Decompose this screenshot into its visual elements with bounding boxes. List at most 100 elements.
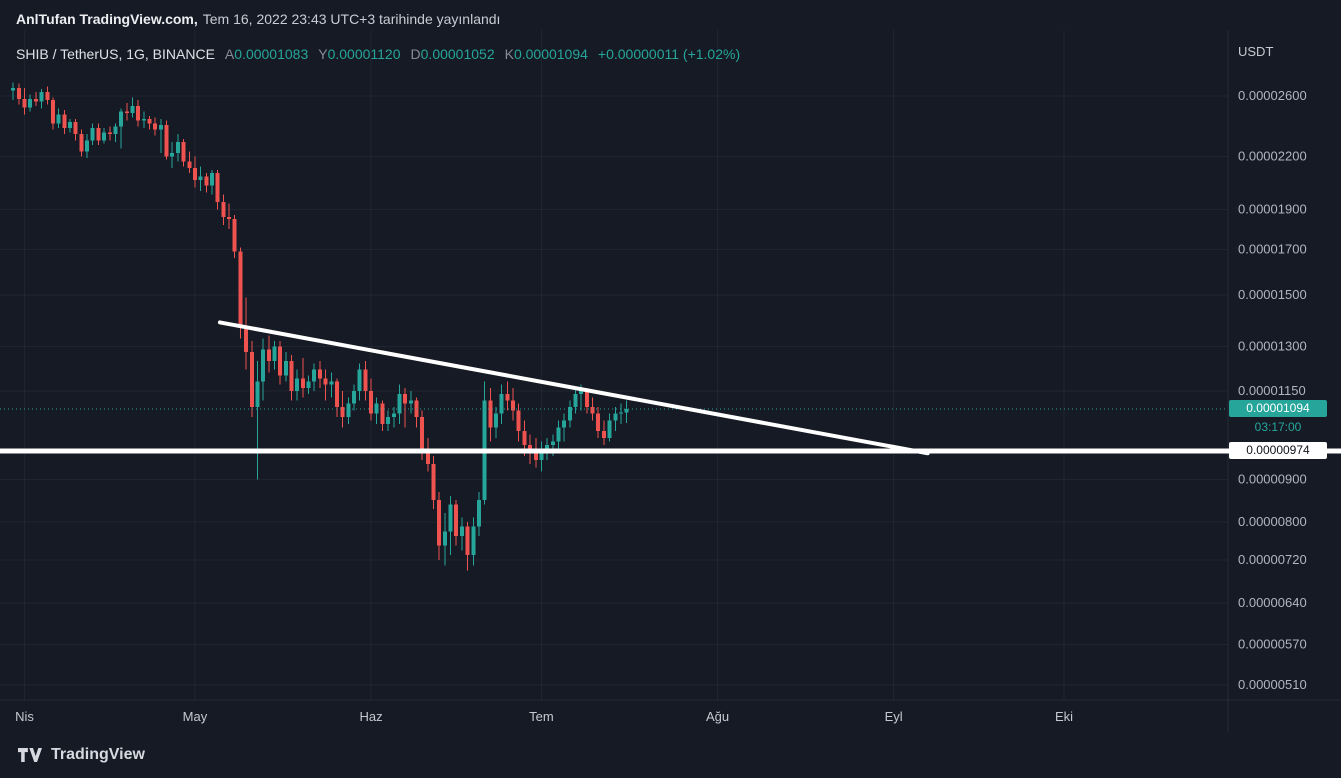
candle-body [317, 369, 322, 379]
candle-body [567, 407, 572, 421]
candle-body [215, 173, 220, 202]
candle-body [334, 381, 339, 408]
candle-body [539, 448, 544, 461]
high-value: 0.00001120 [327, 46, 401, 62]
candle-body [33, 98, 38, 102]
candle-body [431, 463, 436, 501]
candle-body [300, 378, 305, 388]
candle-body [306, 381, 311, 388]
candle-body [295, 378, 300, 391]
candle-body [283, 360, 288, 376]
candle-body [73, 121, 78, 135]
candle-body [516, 410, 521, 431]
candle-body [465, 526, 470, 556]
close-value: 0.00001094 [513, 46, 588, 62]
candle-body [346, 403, 351, 418]
candle-body [198, 176, 203, 181]
price-tick-label: 0.00001300 [1238, 339, 1307, 354]
publish-bar: AnlTufan TradingView.com, Tem 16, 2022 23… [16, 11, 500, 28]
candle-body [124, 111, 129, 114]
candle-body [471, 526, 476, 556]
price-tick-label: 0.00000720 [1238, 552, 1307, 567]
candle-body [556, 427, 561, 442]
candle-body [56, 114, 61, 124]
candle-body [601, 430, 606, 438]
candle-body [624, 408, 629, 413]
candle-body [16, 87, 21, 99]
candle-body [68, 121, 72, 128]
candle-body [266, 349, 271, 361]
candle-body [249, 352, 254, 408]
time-axis-label: Eki [1054, 709, 1074, 724]
candle-body [90, 127, 95, 141]
legend-change: +0.00000011 (+1.02%) [597, 46, 741, 62]
footer-bar: TradingView [0, 732, 1341, 778]
candle-body [437, 500, 442, 546]
price-tick-label: 0.00001150 [1238, 383, 1306, 398]
time-axis[interactable]: Nis May Haz Tem Ağu Eyl Eki [0, 704, 1341, 732]
candle-body [488, 400, 493, 428]
candle-body [50, 100, 55, 124]
legend-open: A0.00001083 [225, 46, 308, 63]
candle-body [590, 407, 595, 414]
candle-body [164, 124, 169, 157]
price-tick-label: 0.00000570 [1238, 637, 1307, 652]
candle-body [442, 531, 447, 546]
time-axis-label: Nis [15, 709, 34, 724]
candle-body [511, 400, 516, 411]
candle-body [221, 201, 226, 218]
price-tick-label: 0.00001700 [1238, 242, 1307, 257]
candle-body [170, 153, 175, 157]
close-label: K [504, 46, 514, 62]
trend-line[interactable] [217, 320, 930, 456]
candle-body [584, 390, 589, 408]
candle-body [238, 251, 243, 328]
candle-body [522, 430, 527, 446]
candle-body [136, 105, 141, 121]
candle-body [113, 126, 118, 135]
candle-body [454, 504, 459, 536]
time-axis-label: Eyl [884, 709, 903, 724]
candle-body [272, 346, 277, 361]
candle-body [96, 127, 101, 141]
candle-body [425, 448, 430, 464]
candle-body [550, 441, 555, 446]
candle-countdown: 03:17:00 [1254, 419, 1302, 434]
candle-body [39, 91, 44, 102]
candle-body [323, 378, 328, 385]
candle-body [476, 500, 481, 527]
price-tick-label: 0.00000900 [1238, 472, 1307, 487]
high-label: Y [318, 46, 328, 62]
candle-body [403, 394, 408, 404]
time-axis-label: Haz [359, 709, 383, 724]
legend-high: Y0.00001120 [318, 46, 400, 63]
price-axis[interactable] [1228, 30, 1341, 700]
candle-body [505, 394, 510, 401]
symbol-legend: SHIB / TetherUS, 1G, BINANCE A0.00001083… [16, 46, 740, 63]
candle-body [45, 91, 50, 101]
candle-body [289, 360, 294, 391]
tradingview-logo-text[interactable]: TradingView [51, 746, 145, 763]
candle-body [369, 390, 374, 414]
candle-body [420, 417, 425, 449]
candle-body [102, 132, 107, 141]
candle-body [533, 452, 538, 461]
candle-body [499, 394, 504, 414]
candle-body [175, 141, 180, 154]
candle-body [607, 420, 612, 438]
candle-body [147, 118, 152, 124]
candle-body [210, 173, 214, 186]
candle-body [22, 98, 27, 108]
candle-body [232, 219, 237, 252]
current-price-badge: 0.00001094 [1229, 399, 1327, 417]
tradingview-logo-icon[interactable] [18, 746, 42, 764]
open-value: 0.00001083 [234, 46, 309, 62]
candle-body [278, 346, 283, 376]
symbol-title[interactable]: SHIB / TetherUS, 1G, BINANCE [16, 46, 215, 62]
candle-body [408, 400, 413, 404]
price-tick-label: 0.00000800 [1238, 514, 1307, 529]
quote-currency-label: USDT [1238, 44, 1274, 59]
time-axis-label: May [182, 709, 208, 724]
